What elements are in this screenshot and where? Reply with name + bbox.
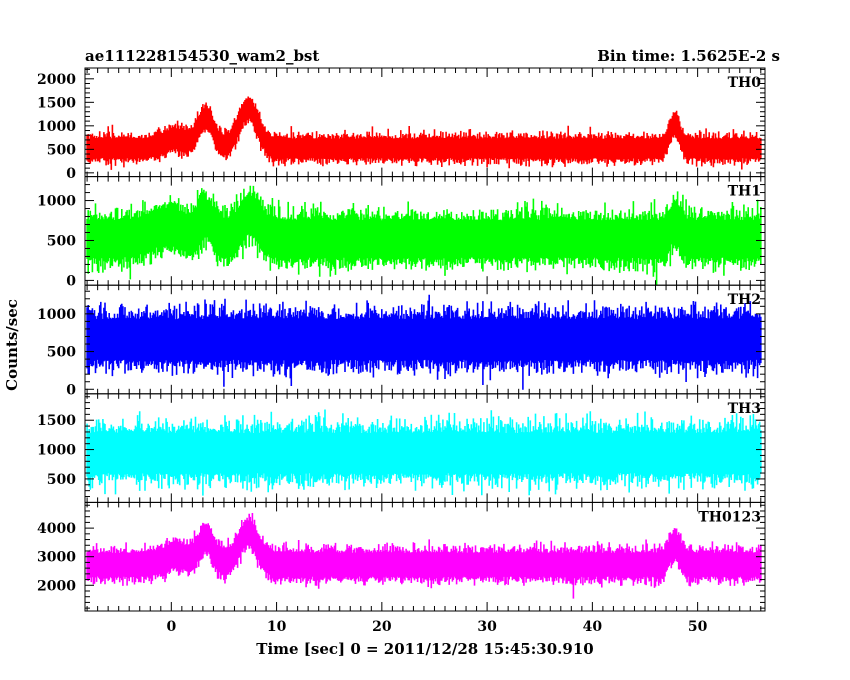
y-tick-label: 2000 xyxy=(37,578,76,594)
x-tick-label: 20 xyxy=(372,619,392,635)
y-tick-label: 500 xyxy=(47,233,76,249)
series-th0 xyxy=(86,96,762,170)
y-tick-label: 500 xyxy=(47,472,76,488)
y-tick-label: 2000 xyxy=(37,72,76,88)
panel-th2: 0 500 1000 TH2 xyxy=(37,284,766,398)
y-tick-label: 500 xyxy=(47,345,76,361)
panel-th1: 0 500 1000 TH1 xyxy=(37,176,766,289)
x-tick-label: 50 xyxy=(688,619,708,635)
y-tick-label: 4000 xyxy=(37,521,76,537)
chart-title: ae111228154530_wam2_bst xyxy=(85,47,319,65)
y-tick-label: 3000 xyxy=(37,550,76,566)
panel-group: 0 500 1000 1500 2000 TH0 0 500 1000 TH1 0 500 1000 TH… xyxy=(37,67,766,612)
x-axis-label: Time [sec] 0 = 2011/12/28 15:45:30.910 xyxy=(256,640,593,658)
y-tick-label: 0 xyxy=(66,166,76,182)
panel-label: TH2 xyxy=(728,292,761,308)
y-axis-label: Counts/sec xyxy=(3,299,21,391)
series-th0123 xyxy=(86,513,762,599)
y-tick-label: 1500 xyxy=(37,413,76,429)
x-tick-label: 0 xyxy=(166,619,176,635)
panel-label: TH0123 xyxy=(698,509,761,525)
y-tick-label: 0 xyxy=(66,382,76,398)
y-tick-label: 1500 xyxy=(37,95,76,111)
x-tick-label: 40 xyxy=(583,619,603,635)
x-tick-labels: 0 10 20 30 40 50 xyxy=(166,619,707,635)
panel-th0123: 2000 3000 4000 TH0123 xyxy=(37,501,766,612)
panel-label: TH1 xyxy=(728,184,761,200)
y-tick-label: 500 xyxy=(47,142,76,158)
panel-th0: 0 500 1000 1500 2000 TH0 xyxy=(37,67,766,182)
panel-th3: 500 1000 1500 TH3 xyxy=(37,393,766,503)
y-tick-label: 1000 xyxy=(37,307,76,323)
panel-label: TH0 xyxy=(728,75,762,91)
chart-subtitle: Bin time: 1.5625E-2 s xyxy=(597,47,780,65)
series-th3 xyxy=(86,409,762,496)
x-tick-label: 10 xyxy=(267,619,287,635)
y-tick-label: 1000 xyxy=(37,194,76,210)
y-tick-label: 1000 xyxy=(37,443,76,459)
x-tick-label: 30 xyxy=(477,619,497,635)
series-th2 xyxy=(86,294,762,390)
y-tick-label: 0 xyxy=(66,273,76,289)
y-tick-label: 1000 xyxy=(37,119,76,135)
panel-label: TH3 xyxy=(728,401,761,417)
series-th1 xyxy=(86,185,762,286)
